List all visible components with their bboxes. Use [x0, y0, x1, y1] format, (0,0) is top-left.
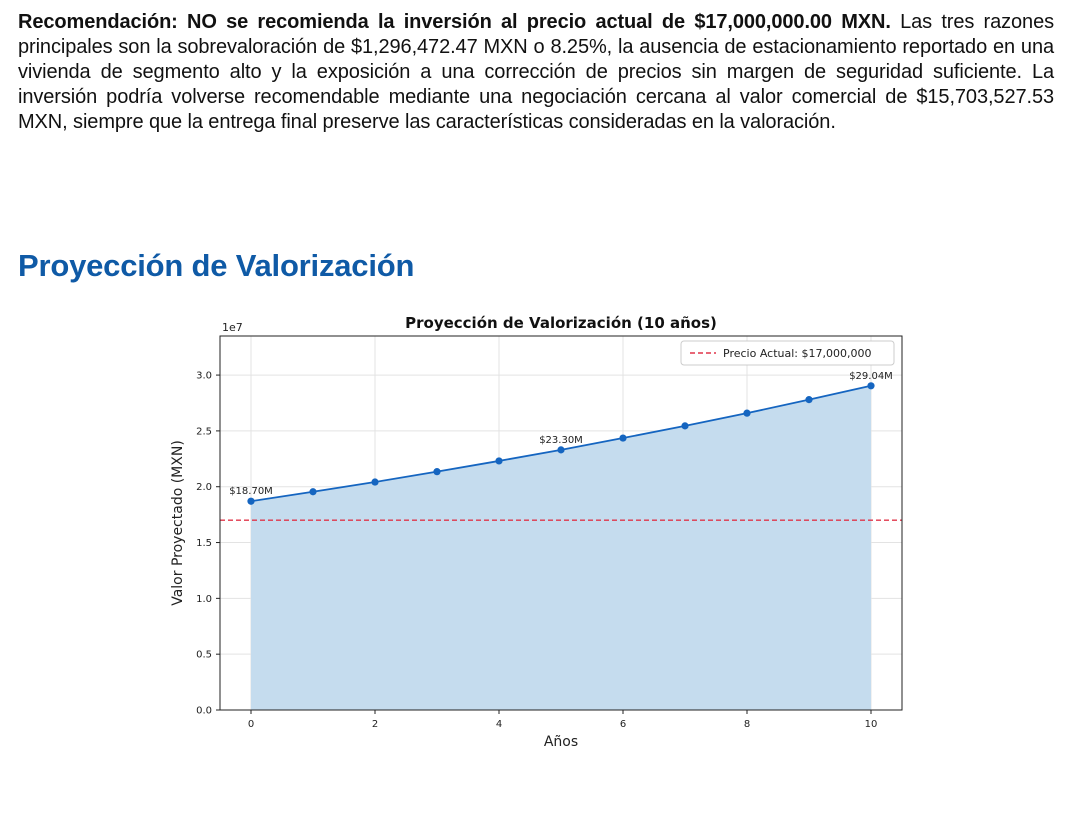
data-point: [619, 434, 627, 442]
x-tick-label: 6: [620, 719, 626, 730]
data-point: [805, 396, 813, 404]
data-point: [433, 468, 441, 476]
data-point: [309, 488, 317, 496]
data-label: $18.70M: [229, 486, 273, 497]
data-point: [557, 446, 565, 454]
plot-frame: [219, 335, 903, 711]
data-point: [681, 422, 689, 430]
legend-label: Precio Actual: $17,000,000: [723, 347, 871, 360]
data-point: [867, 382, 875, 390]
y-tick-label: 2.0: [196, 482, 212, 493]
recommendation-paragraph: Recomendación: NO se recomienda la inver…: [18, 10, 1054, 135]
y-tick-label: 0.0: [196, 706, 212, 717]
x-axis-label: Años: [544, 734, 578, 750]
area-fill: [251, 385, 871, 710]
data-point: [371, 478, 379, 486]
y-offset-label: 1e7: [222, 321, 243, 334]
x-tick-label: 8: [744, 719, 750, 730]
x-tick-label: 0: [248, 719, 254, 730]
data-label: $29.04M: [849, 371, 893, 382]
x-tick-label: 4: [496, 719, 502, 730]
y-tick-label: 0.5: [196, 650, 212, 661]
chart-title: Proyección de Valorización (10 años): [405, 314, 717, 332]
legend-box: [680, 340, 895, 366]
recommendation-lead: Recomendación: NO se recomienda la inver…: [18, 11, 891, 33]
y-axis-label: Valor Proyectado (MXN): [170, 440, 186, 606]
y-tick-label: 3.0: [196, 371, 212, 382]
data-label: $23.30M: [539, 435, 583, 446]
x-tick-label: 2: [372, 719, 378, 730]
y-tick-label: 2.5: [196, 426, 212, 437]
data-point: [743, 409, 751, 417]
y-tick-label: 1.5: [196, 538, 212, 549]
x-tick-label: 10: [865, 719, 878, 730]
data-point: [247, 497, 255, 505]
y-tick-label: 1.0: [196, 594, 212, 605]
recommendation-body: Las tres razones principales son la sobr…: [18, 11, 1054, 133]
data-point: [495, 457, 503, 465]
section-title: Proyección de Valorización: [18, 248, 415, 283]
